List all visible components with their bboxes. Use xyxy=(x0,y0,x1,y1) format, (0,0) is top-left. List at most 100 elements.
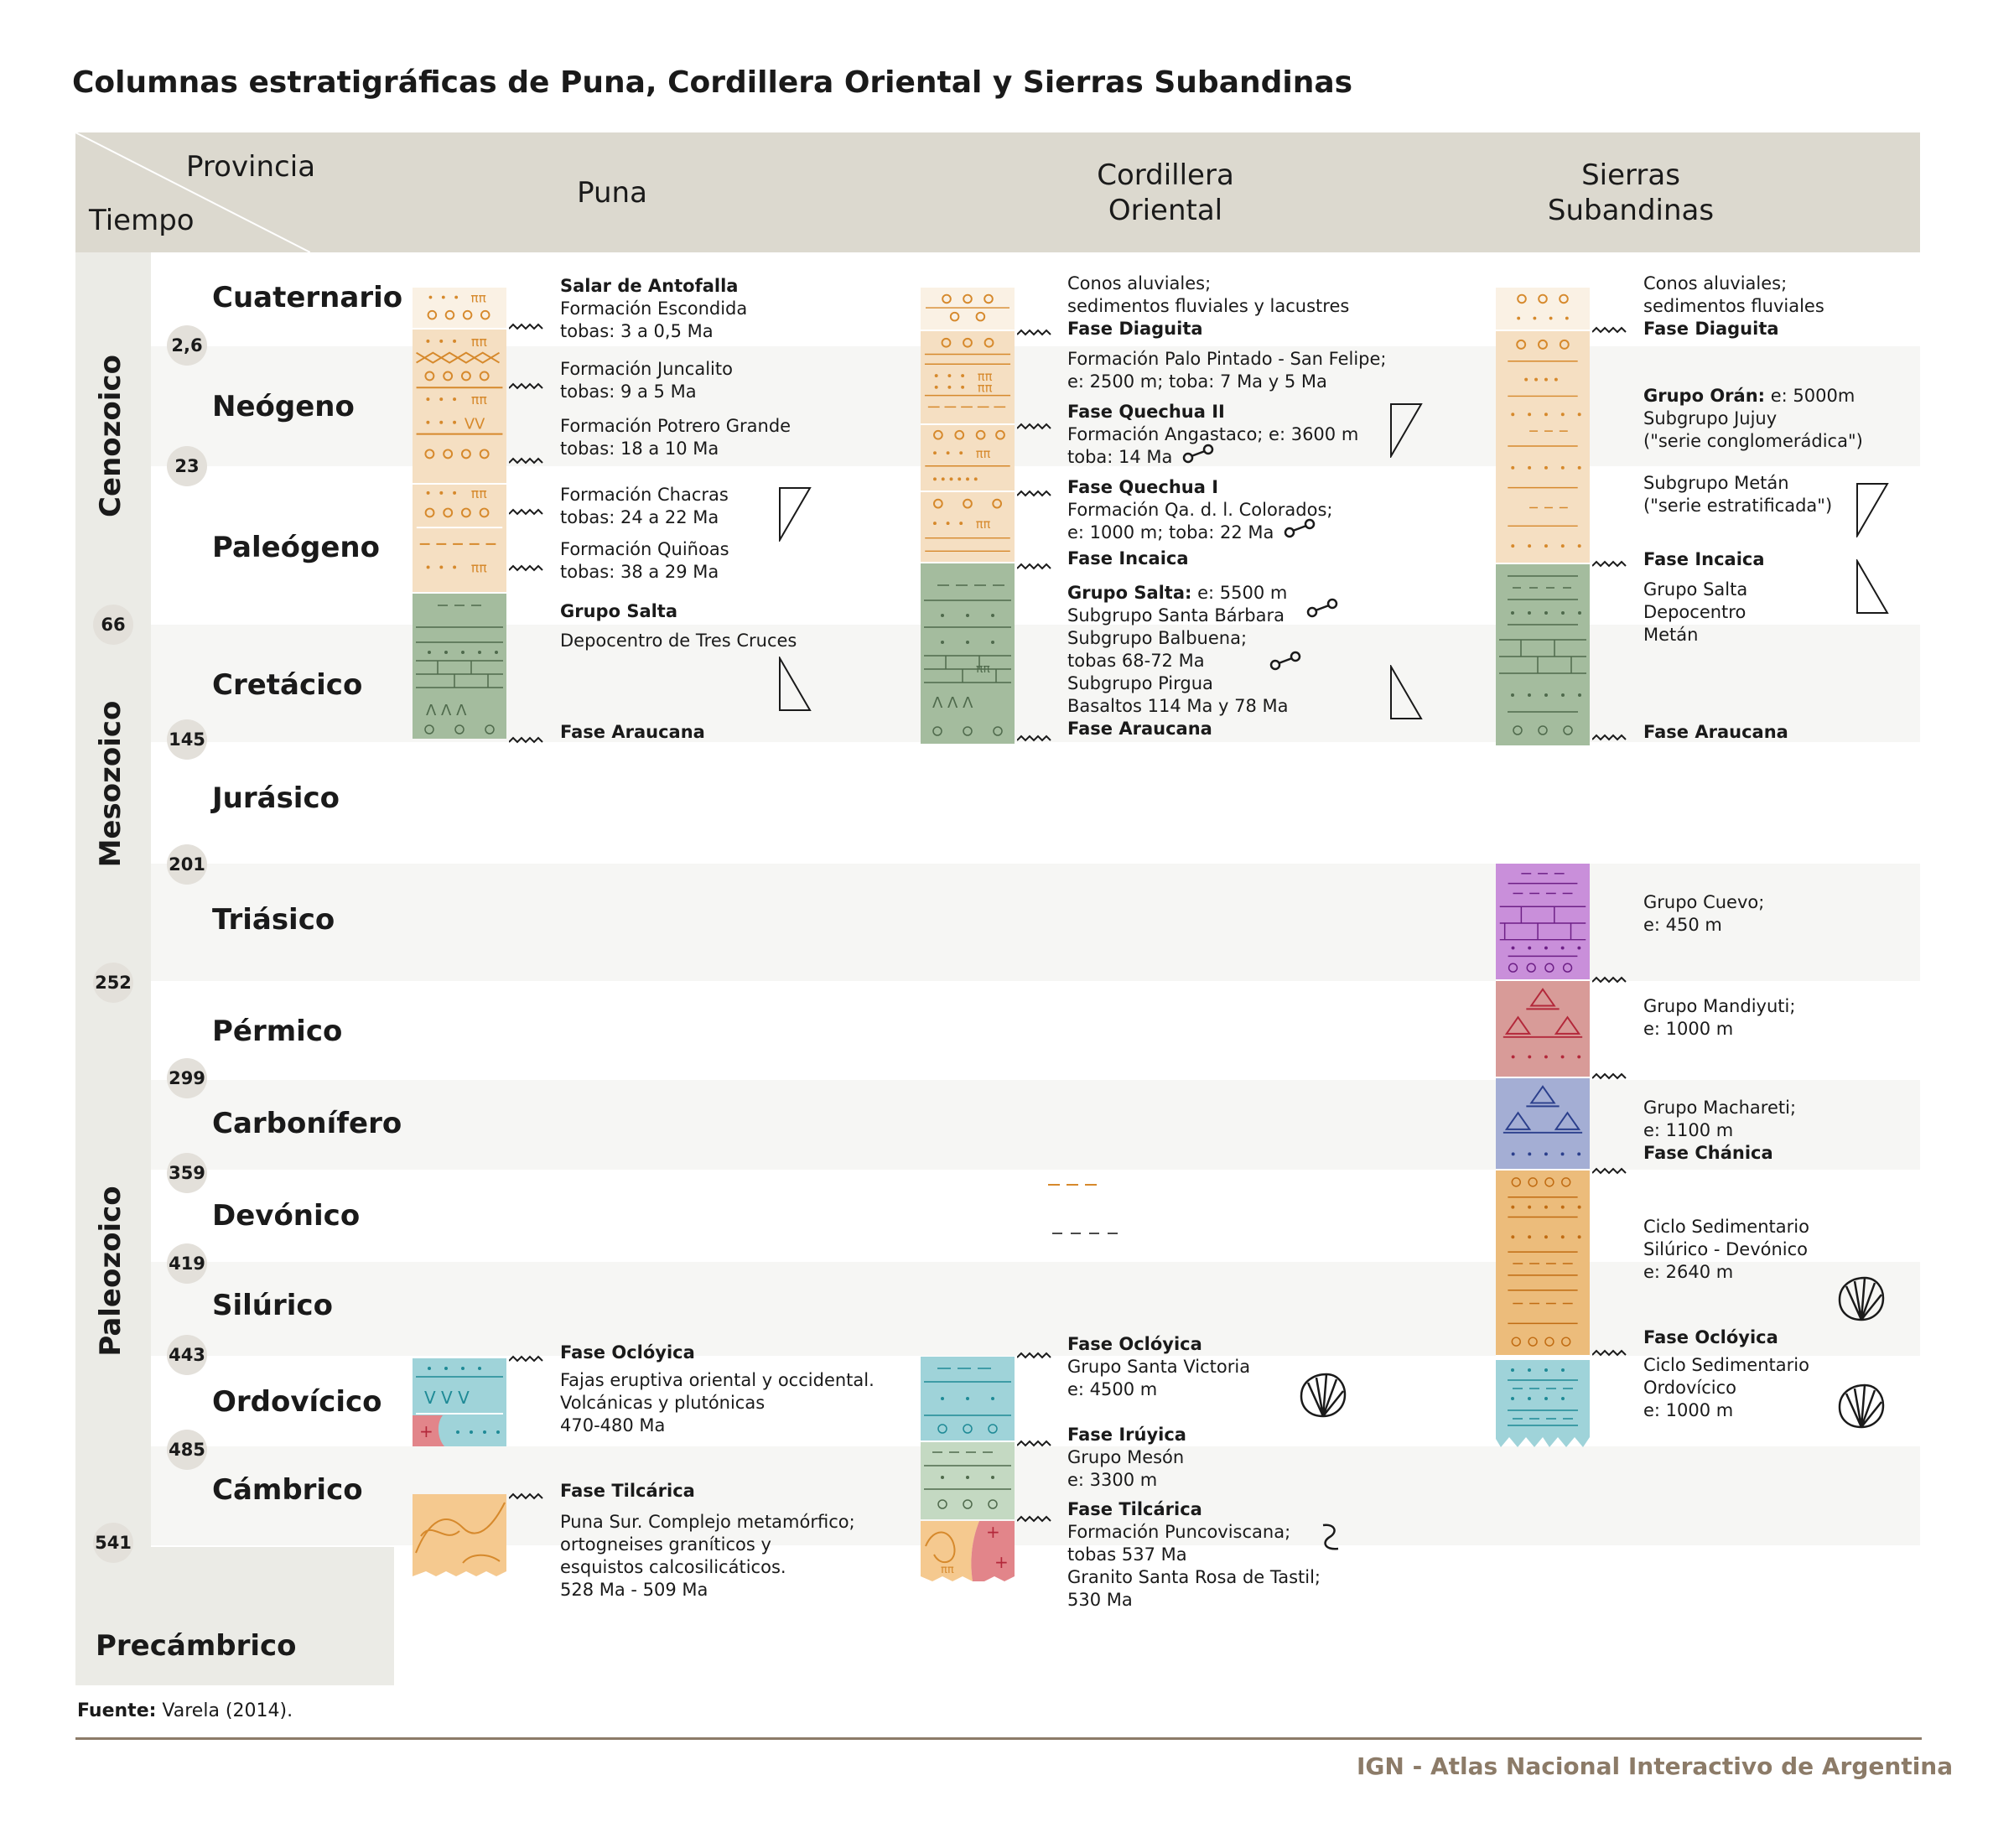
sierras-ordovicico-column xyxy=(1496,1360,1590,1449)
svg-text:ππ: ππ xyxy=(471,485,487,501)
cordillera-meson-column xyxy=(921,1442,1015,1519)
sierras-text: Grupo Mandiyuti; xyxy=(1643,996,1796,1016)
header-diagonal xyxy=(75,132,310,252)
boundary-359: 359 xyxy=(167,1153,207,1193)
puna-text: esquistos calcosilicáticos. xyxy=(560,1557,786,1577)
boundary-485: 485 xyxy=(167,1430,207,1470)
sierras-text: Ciclo Sedimentario xyxy=(1643,1217,1809,1237)
sierras-text: ("serie conglomerádica") xyxy=(1643,431,1863,451)
period-cretacico: Cretácico xyxy=(212,668,363,702)
cordillera-layer-angastaco: ππ xyxy=(921,425,1015,492)
puna-text-group-2: Formación Juncalito tobas: 9 a 5 Ma xyxy=(560,358,733,403)
sierras-text: Grupo Machareti; xyxy=(1643,1098,1797,1118)
cordillera-text: Subgrupo Pirgua xyxy=(1067,673,1213,693)
triangle-increasing-icon xyxy=(779,657,812,711)
sierras-text: e: 5000m xyxy=(1765,386,1855,406)
unconformity-icon xyxy=(508,376,546,397)
cordillera-text: e: 4500 m xyxy=(1067,1379,1158,1399)
sierras-layer-salta xyxy=(1496,564,1590,745)
cordillera-text: Conos aluviales; xyxy=(1067,273,1212,293)
svg-text:ππ: ππ xyxy=(978,382,993,396)
boundary-443: 443 xyxy=(167,1335,207,1375)
sierras-text-group-10: Ciclo Sedimentario Silúrico - Devónico e… xyxy=(1643,1216,1809,1284)
cordillera-text: e: 2500 m; toba: 7 Ma y 5 Ma xyxy=(1067,371,1327,392)
cordillera-fase-quechua-i: Fase Quechua I xyxy=(1067,477,1219,497)
shell-fossil-icon xyxy=(1838,1383,1885,1429)
sierras-text: Ordovícico xyxy=(1643,1378,1737,1398)
header-sierras-line2: Subandinas xyxy=(1547,194,1715,227)
period-silurico: Silúrico xyxy=(212,1289,333,1322)
puna-text: tobas: 18 a 10 Ma xyxy=(560,439,719,459)
source-note: Fuente: Varela (2014). xyxy=(77,1700,293,1721)
page-title: Columnas estratigráficas de Puna, Cordil… xyxy=(72,65,1353,100)
cordillera-text: tobas 537 Ma xyxy=(1067,1544,1187,1565)
puna-text: tobas: 24 a 22 Ma xyxy=(560,507,719,527)
svg-text:ππ: ππ xyxy=(470,290,486,305)
header-puna: Puna xyxy=(577,176,647,210)
puna-text: tobas: 38 a 29 Ma xyxy=(560,562,719,582)
period-neogeno: Neógeno xyxy=(212,390,355,423)
puna-text: Formación Potrero Grande xyxy=(560,416,791,436)
sierras-text: Subgrupo Jujuy xyxy=(1643,408,1778,428)
cordillera-text-group-5: Fase Incaica xyxy=(1067,548,1189,570)
credit-text: IGN - Atlas Nacional Interactivo de Arge… xyxy=(1357,1752,1954,1780)
cordillera-text: Basaltos 114 Ma y 78 Ma xyxy=(1067,696,1289,716)
puna-layer-paleogeno: ππ ππ xyxy=(413,485,506,594)
cordillera-layer-salta: ππ Λ Λ Λ xyxy=(921,563,1015,744)
puna-metamorfico-column xyxy=(413,1494,506,1578)
cordillera-text-group-4: Fase Quechua I Formación Qa. d. l. Color… xyxy=(1067,476,1333,544)
period-cambrico: Cámbrico xyxy=(212,1473,363,1507)
cordillera-fase-iruyica: Fase Irúyica xyxy=(1067,1425,1186,1445)
cordillera-text: e: 3300 m xyxy=(1067,1470,1158,1490)
period-triasico: Triásico xyxy=(212,903,335,937)
cordillera-fase-diaguita: Fase Diaguita xyxy=(1067,319,1203,339)
period-carbonifero: Carbonífero xyxy=(212,1107,402,1140)
bone-fossil-icon xyxy=(1182,444,1214,464)
sierras-text-group-2: Grupo Orán: e: 5000m Subgrupo Jujuy ("se… xyxy=(1643,385,1863,453)
cordillera-puncoviscana-column: ππ + + xyxy=(921,1521,1015,1581)
cordillera-text-group-6: Grupo Salta: e: 5500 m Subgrupo Santa Bá… xyxy=(1067,582,1289,740)
header-sierras: Sierras Subandinas xyxy=(1505,158,1757,228)
puna-text: Puna Sur. Complejo metamórfico; xyxy=(560,1512,855,1532)
unconformity-icon xyxy=(1591,730,1629,746)
cordillera-fase-araucana: Fase Araucana xyxy=(1067,719,1212,739)
sierras-text-group-6: Fase Araucana xyxy=(1643,721,1788,744)
sierras-layer-mandiyuti xyxy=(1496,981,1590,1078)
shell-fossil-icon xyxy=(1300,1373,1347,1418)
cordillera-text: Formación Palo Pintado - San Felipe; xyxy=(1067,349,1387,369)
sierras-text-group-3: Subgrupo Metán ("serie estratificada") xyxy=(1643,472,1832,517)
puna-text: tobas: 3 a 0,5 Ma xyxy=(560,321,714,341)
sierras-text-group-8: Grupo Mandiyuti; e: 1000 m xyxy=(1643,995,1795,1041)
unconformity-icon xyxy=(1016,559,1054,575)
unconformity-icon xyxy=(1591,557,1629,573)
era-mesozoico: Mesozoico xyxy=(94,700,127,868)
header-cordillera-line2: Oriental xyxy=(1108,194,1223,227)
bone-fossil-icon xyxy=(1284,518,1316,538)
unconformity-icon xyxy=(1591,323,1629,339)
cordillera-text-group-1: Conos aluviales; sedimentos fluviales y … xyxy=(1067,273,1349,340)
precambrico-block xyxy=(75,1547,394,1685)
sierras-text-group-4: Fase Incaica xyxy=(1643,548,1765,571)
era-precambrico: Precámbrico xyxy=(96,1629,297,1663)
sierras-text-group-11: Fase Oclóyica Ciclo Sedimentario Ordovíc… xyxy=(1643,1326,1809,1422)
cordillera-text: Grupo Santa Victoria xyxy=(1067,1357,1251,1377)
sierras-text: e: 2640 m xyxy=(1643,1262,1734,1282)
sierras-text-group-9: Grupo Machareti; e: 1100 m Fase Chánica xyxy=(1643,1097,1796,1165)
period-paleogeno: Paleógeno xyxy=(212,531,380,564)
cordillera-text: Formación Qa. d. l. Colorados; xyxy=(1067,500,1333,520)
sierras-layer-silurico-devonico xyxy=(1496,1171,1590,1357)
sierras-fase-incaica: Fase Incaica xyxy=(1643,549,1765,569)
strip-silurico xyxy=(75,1262,1920,1356)
header-cordillera: Cordillera Oriental xyxy=(1040,158,1291,228)
header-tiempo: Tiempo xyxy=(89,204,195,237)
cordillera-text: e: 5500 m xyxy=(1191,583,1288,603)
footer-divider xyxy=(75,1737,1922,1740)
svg-text:+: + xyxy=(994,1552,1009,1572)
puna-text: 470-480 Ma xyxy=(560,1415,666,1435)
sierras-layer-cuaternario xyxy=(1496,288,1590,331)
cordillera-layer-cuaternario xyxy=(921,288,1015,331)
svg-text:Λ Λ Λ: Λ Λ Λ xyxy=(426,702,467,719)
cordillera-text: sedimentos fluviales y lacustres xyxy=(1067,296,1350,316)
strip-carbonifero xyxy=(75,1080,1920,1170)
puna-text-group-3: Formación Potrero Grande tobas: 18 a 10 … xyxy=(560,415,791,460)
